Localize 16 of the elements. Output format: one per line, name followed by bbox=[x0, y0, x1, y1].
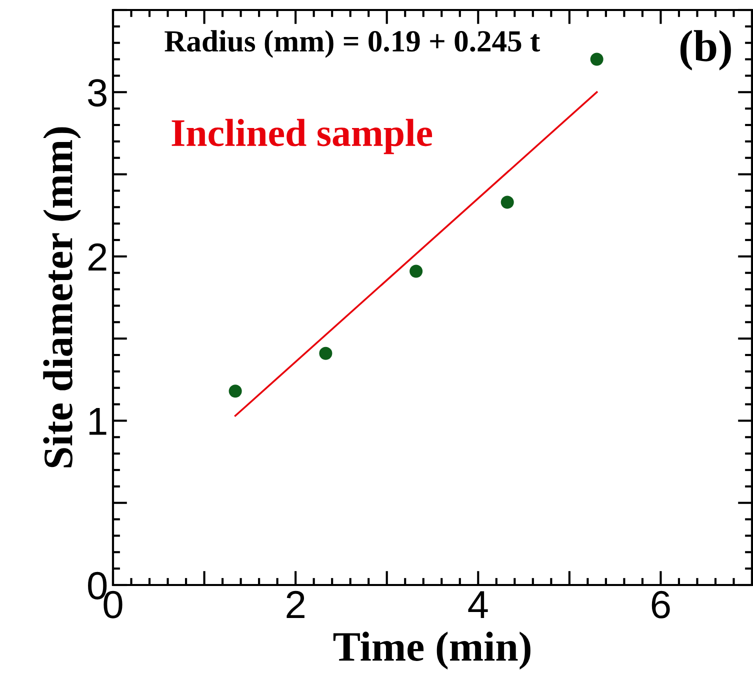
y-axis-title: Site diameter (mm) bbox=[43, 127, 81, 468]
point bbox=[228, 384, 242, 398]
annotation: Radius (mm) = 0.19 + 0.245 t bbox=[164, 30, 540, 58]
point bbox=[590, 52, 604, 66]
point bbox=[410, 264, 423, 278]
x-tick-label: 4 bbox=[468, 591, 488, 618]
x-tick-label: 6 bbox=[652, 590, 670, 618]
point bbox=[500, 196, 514, 209]
annotation: Inclined sample bbox=[172, 118, 432, 154]
y-tick-label: 3 bbox=[88, 79, 106, 107]
point bbox=[319, 346, 332, 360]
x-tick-label: 2 bbox=[286, 590, 304, 618]
y-tick-label: 1 bbox=[89, 408, 106, 435]
annotation: (b) bbox=[680, 30, 731, 70]
x-axis-title: Time (min) bbox=[333, 632, 530, 670]
y-tick-label: 2 bbox=[88, 243, 106, 271]
